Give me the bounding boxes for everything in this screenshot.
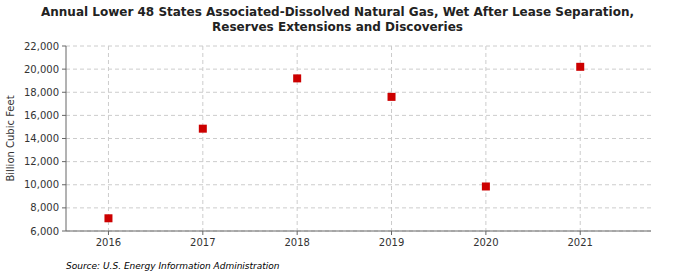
y-tick: [62, 184, 66, 185]
x-tick-label: 2021: [568, 237, 593, 248]
x-tick-label: 2020: [473, 237, 498, 248]
x-tick-label: 2017: [190, 237, 215, 248]
y-tick: [62, 46, 66, 47]
x-tick-label: 2016: [96, 237, 121, 248]
x-tick: [297, 231, 298, 235]
title: Annual Lower 48 States Associated-Dissol…: [41, 5, 634, 34]
x-tick: [202, 231, 203, 235]
source-note: Source: U.S. Energy Information Administ…: [66, 261, 280, 271]
y-tick-label: 8,000: [30, 202, 59, 213]
y-grid-line: [66, 115, 651, 116]
title-line: Annual Lower 48 States Associated-Dissol…: [41, 5, 634, 19]
point: [293, 74, 301, 82]
y-tick-label: 20,000: [24, 64, 59, 75]
point: [388, 93, 396, 101]
x-grid-line: [108, 46, 109, 231]
y-tick-label: 18,000: [24, 87, 59, 98]
x-grid-line: [297, 46, 298, 231]
y-tick-label: 22,000: [24, 41, 59, 52]
background: [0, 0, 675, 275]
y-axis-label: Billion Cubic Feet: [5, 95, 16, 181]
point: [199, 125, 207, 133]
y-tick: [62, 161, 66, 162]
y-tick-label: 14,000: [24, 133, 59, 144]
chart: Annual Lower 48 States Associated-Dissol…: [0, 0, 675, 275]
x-axis-line: [66, 231, 651, 232]
point: [482, 182, 490, 190]
x-grid-line: [202, 46, 203, 231]
y-tick: [62, 231, 66, 232]
x-grid-line: [485, 46, 486, 231]
y-tick-label: 16,000: [24, 110, 59, 121]
y-grid-line: [66, 92, 651, 93]
x-tick-label: 2018: [284, 237, 309, 248]
y-grid-line: [66, 46, 651, 47]
y-grid-line: [66, 184, 651, 185]
x-grid-line: [580, 46, 581, 231]
x-tick: [108, 231, 109, 235]
y-grid-line: [66, 161, 651, 162]
y-grid-line: [66, 231, 651, 232]
point: [104, 214, 112, 222]
y-tick-label: 10,000: [24, 179, 59, 190]
y-grid-line: [66, 138, 651, 139]
title-line: Reserves Extensions and Discoveries: [212, 20, 463, 34]
grid: [66, 46, 651, 231]
points: [104, 63, 584, 222]
x-tick: [485, 231, 486, 235]
y-tick: [62, 138, 66, 139]
y-tick: [62, 207, 66, 208]
y-tick-label: 6,000: [30, 226, 59, 237]
y-grid-line: [66, 69, 651, 70]
x-grid-line: [391, 46, 392, 231]
y-tick: [62, 92, 66, 93]
y-tick: [62, 115, 66, 116]
point: [576, 63, 584, 71]
y-tick: [62, 69, 66, 70]
x-tick: [580, 231, 581, 235]
y-grid-line: [66, 207, 651, 208]
x-tick-label: 2019: [379, 237, 404, 248]
y-tick-label: 12,000: [24, 156, 59, 167]
x-tick: [391, 231, 392, 235]
